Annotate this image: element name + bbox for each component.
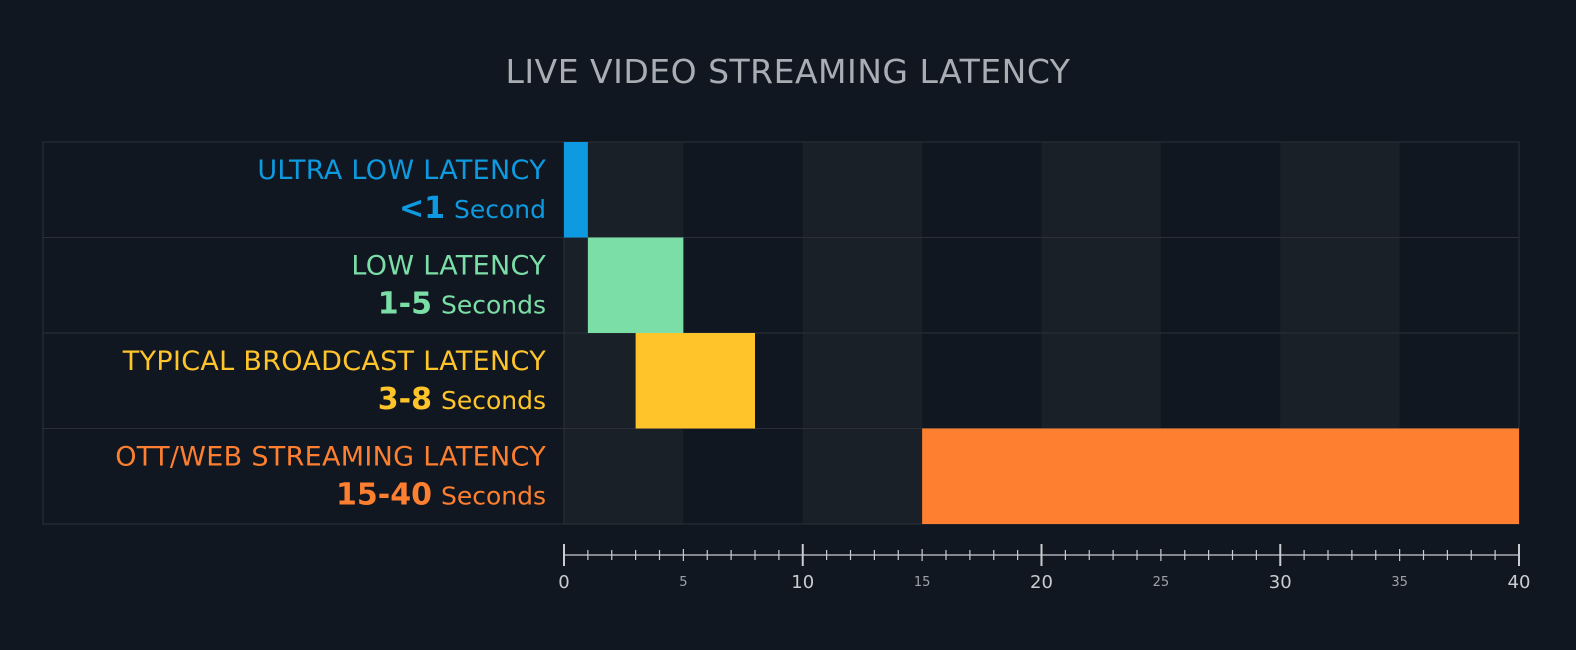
category-range: 3-8 Seconds [378,382,546,417]
range-value: 1-5 [378,287,432,322]
bar-3 [922,428,1519,524]
category-label: OTT/WEB STREAMING LATENCY [115,442,546,473]
category-label: LOW LATENCY [351,251,546,282]
minor-tick-label: 35 [1391,575,1408,590]
category-labels: ULTRA LOW LATENCY <1 Second LOW LATENCY 1-5 S… [115,155,546,513]
bar-0 [564,142,588,238]
category-range: 15-40 Seconds [336,478,546,513]
category-range: 1-5 Seconds [378,287,546,322]
range-unit: Seconds [441,482,546,511]
range-unit: Second [454,195,546,224]
major-tick-label: 20 [1030,572,1053,593]
range-value: 15-40 [336,478,432,513]
category-label: ULTRA LOW LATENCY [257,155,546,186]
bars [564,142,1519,524]
range-unit: Seconds [441,386,546,415]
category-label: TYPICAL BROADCAST LATENCY [122,346,546,377]
major-tick-label: 40 [1508,572,1531,593]
range-value: 3-8 [378,382,432,417]
major-tick-label: 10 [791,572,814,593]
range-value: <1 [399,191,445,226]
x-axis: 0 10 20 30 40 5 15 25 35 [558,544,1530,593]
minor-tick-label: 25 [1153,575,1170,590]
chart-title: LIVE VIDEO STREAMING LATENCY [506,52,1071,91]
range-unit: Seconds [441,291,546,320]
major-tick-label: 30 [1269,572,1292,593]
minor-tick-label: 5 [679,575,687,590]
minor-tick-label: 15 [914,575,931,590]
bar-1 [587,237,684,333]
major-tick-label: 0 [558,572,569,593]
row-grid [42,141,1520,525]
category-range: <1 Second [399,191,546,226]
bar-2 [635,333,755,429]
